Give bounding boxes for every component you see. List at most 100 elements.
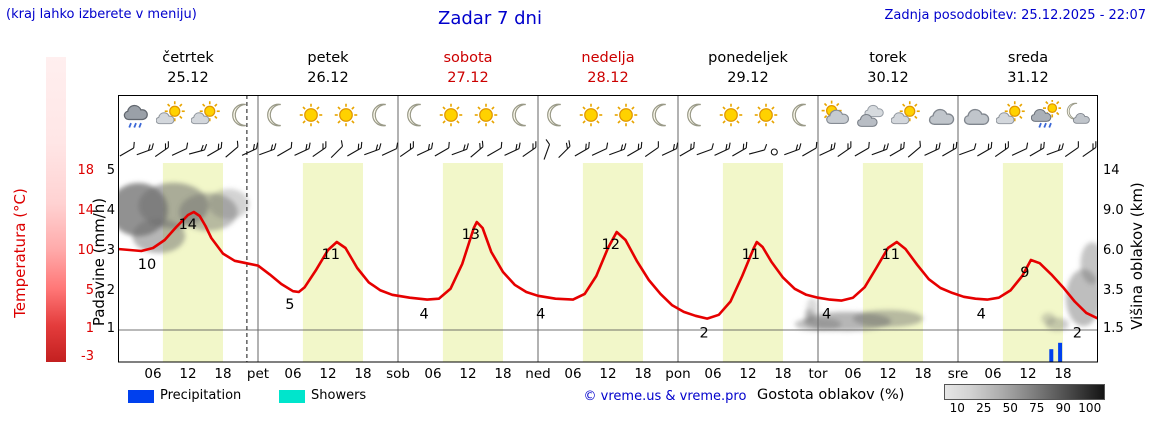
cloud-moon-icon [1066,100,1096,130]
x-hour-label: 06 [424,366,442,382]
svg-text:11: 11 [742,247,760,263]
x-hour-label: 18 [494,366,512,382]
temp-tick-label: 18 [77,163,94,178]
moon-icon [681,100,711,130]
x-day-abbrev-label: pet [246,366,270,382]
cloud-sun-icon [821,100,851,130]
x-hour-label: 18 [214,366,232,382]
day-date: 29.12 [727,70,769,86]
sun-cloud-icon [890,100,921,130]
precip-tick-label: 5 [106,163,115,178]
precip-tick-label: 1 [106,321,115,336]
x-hour-label: 18 [634,366,652,382]
temp-tick-label: 1 [85,321,94,336]
day-date: 25.12 [167,70,209,86]
moon-icon [366,100,396,130]
sun-cloud-icon [995,100,1026,130]
last-update-text: Zadnja posodobitev: 25.12.2025 - 22:07 [884,8,1146,23]
day-name: sobota [443,50,493,66]
sun-icon [296,100,326,130]
svg-text:14: 14 [179,217,197,233]
day-date: 27.12 [447,70,489,86]
cloud-tick-label: 1.5 [1103,321,1124,336]
moon-icon [786,100,816,130]
moon-icon [261,100,291,130]
cloud-tick-label: 14 [1103,163,1120,178]
x-hour-label: 18 [774,366,792,382]
cloud-density-label: Gostota oblakov (%) [757,387,905,403]
svg-text:9: 9 [1020,265,1029,281]
x-day-abbrev-label: sob [386,366,410,382]
day-header: sobota 27.12 [398,48,538,88]
meteogram-chart: 10 14 5 11 4 13 4 12 2 11 4 11 4 9 2 [109,95,1104,363]
sun-cloud-icon [190,100,221,130]
day-name: nedelja [581,50,635,66]
cloud-tick-label: 3.5 [1103,283,1124,298]
x-hour-label: 06 [984,366,1002,382]
moon-icon [506,100,536,130]
density-tick-label: 75 [1029,401,1045,415]
svg-text:4: 4 [822,307,831,323]
x-hour-label: 06 [284,366,302,382]
x-hour-label: 06 [144,366,162,382]
day-date: 30.12 [867,70,909,86]
day-name: petek [307,50,349,66]
svg-text:4: 4 [536,307,545,323]
x-hour-label: 12 [739,366,757,382]
svg-text:13: 13 [462,227,480,243]
x-hour-label: 18 [1054,366,1072,382]
precipitation-swatch [128,390,154,403]
sun-icon [716,100,746,130]
sun-icon [576,100,606,130]
sun-icon [611,100,641,130]
svg-text:11: 11 [322,247,340,263]
cloud-tick-label: 6.0 [1103,243,1124,258]
density-tick-label: 90 [1055,401,1071,415]
sun-icon [751,100,781,130]
moon-icon [226,100,256,130]
svg-text:4: 4 [977,307,986,323]
svg-text:11: 11 [882,247,900,263]
x-hour-label: 12 [879,366,897,382]
clouds-icon [856,100,886,130]
svg-text:4: 4 [419,307,428,323]
cloud-icon [961,100,991,130]
sun-icon [471,100,501,130]
density-tick-label: 50 [1002,401,1018,415]
cloud-tick-label: 9.0 [1103,203,1124,218]
showers-label: Showers [311,388,367,403]
moon-icon [541,100,571,130]
moon-icon [646,100,676,130]
day-header: nedelja 28.12 [538,48,678,88]
day-date: 31.12 [1007,70,1049,86]
day-date: 26.12 [307,70,349,86]
x-hour-label: 12 [179,366,197,382]
day-name: torek [869,50,907,66]
x-day-abbrev-label: sre [947,366,969,382]
x-hour-label: 12 [319,366,337,382]
copyright-link[interactable]: © vreme.us & vreme.pro [583,389,747,404]
x-hour-label: 12 [1019,366,1037,382]
temp-axis-label: Temperatura (°C) [11,188,29,318]
x-hour-label: 06 [704,366,722,382]
sun-cloud-icon [155,100,186,130]
cloud-rain-icon [121,100,151,130]
precip-tick-label: 2 [106,283,115,298]
cloud-density-gradient-bar [944,384,1105,400]
day-header: petek 26.12 [258,48,398,88]
x-hour-label: 06 [844,366,862,382]
precip-tick-label: 3 [106,243,115,258]
x-hour-label: 06 [564,366,582,382]
x-hour-label: 12 [459,366,477,382]
x-day-abbrev-label: pon [665,366,691,382]
precip-tick-label: 4 [106,203,115,218]
day-date: 28.12 [587,70,629,86]
showers-swatch [279,390,305,403]
x-hour-label: 18 [914,366,932,382]
svg-text:5: 5 [285,297,294,313]
x-day-abbrev-label: ned [525,366,551,382]
sun-rain-icon [1030,98,1061,130]
page-title: Zadar 7 dni [438,8,542,29]
